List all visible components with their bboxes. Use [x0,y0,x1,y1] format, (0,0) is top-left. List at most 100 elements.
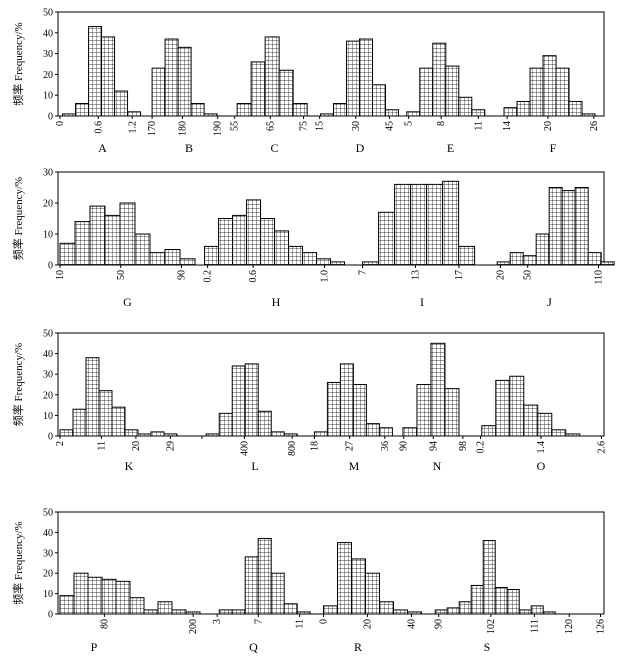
subchart-label: L [251,459,258,473]
histogram-bar [179,258,196,266]
x-tick-label: 15 [315,121,326,131]
histogram-bar [365,423,380,437]
histogram-bar [59,429,74,437]
y-tick-label: 10 [43,230,53,241]
axes-frame [57,11,605,117]
histogram-bar [157,601,173,615]
y-axis-label: 频率 Frequency/% [11,22,25,105]
histogram-bar [565,433,581,437]
x-tick-label: 11 [96,441,107,451]
histogram-bar [529,67,544,117]
histogram-bar [494,586,508,615]
histogram-bar [365,572,380,615]
subchart-D: 15 30 45 D [315,38,400,155]
subchart-I: 7 13 17 I [358,180,476,309]
histogram-bar [339,363,354,437]
y-tick-label: 0 [48,432,53,443]
subchart-O: 0.2 1.4 2.6 O [476,375,607,473]
y-tick-label: 20 [43,199,53,210]
x-tick-label: 111 [529,619,540,633]
histogram-bar [379,601,394,615]
subchart-F: 14 20 26 F [502,55,600,155]
histogram-bar [372,84,387,117]
x-tick-label: 180 [177,121,188,136]
subchart-label: D [356,141,365,155]
subchart-label: G [123,295,132,309]
histogram-bar [115,580,131,615]
subchart-B: 170 180 190 B [147,38,224,155]
subchart-L: 400 800 L [201,363,298,473]
histogram-bar [101,36,116,117]
x-tick-label: 20 [495,270,506,280]
x-tick-label: 0.2 [203,270,214,283]
x-tick-label: 10 [55,270,66,280]
histogram-bar [283,433,298,437]
histogram-bar [359,38,374,117]
histogram-bar [88,26,103,117]
x-tick-label: 90 [177,270,188,280]
histogram-bar [59,242,76,266]
histogram-bar [430,342,446,437]
x-tick-label: 14 [502,121,513,131]
x-tick-label: 26 [589,121,600,131]
histogram-bar [149,252,166,266]
histogram-bar [244,556,259,615]
subchart-M: 18 27 36 M [309,363,393,473]
x-tick-label: 36 [380,441,391,451]
x-tick-label: 1.2 [127,121,138,134]
y-tick-label: 0 [48,112,53,123]
histogram-bar [581,113,596,117]
histogram-bar [292,103,308,117]
x-tick-label: 1.0 [320,270,331,283]
histogram-bar [62,113,77,117]
histogram-bar [119,202,136,266]
subchart-label: M [349,459,360,473]
x-tick-label: 0 [319,619,330,624]
histogram-bar [442,180,460,266]
histogram-bar [283,603,298,615]
y-tick-label: 20 [43,390,53,401]
histogram-bar [164,38,179,117]
histogram-bar [85,357,100,437]
histogram-bar [296,611,311,615]
histogram-bar [495,379,511,437]
histogram-bar [555,67,570,117]
x-tick-label: 20 [363,619,374,629]
histogram-bar [151,67,166,117]
histogram-bar [445,65,460,117]
histogram-bar [134,233,151,266]
subchart-H: 0.2 0.6 1.0 H [203,199,346,309]
panel-row3: 0 10 20 30 40 50 频率 Frequency/% 2 11 20 29 K 400 800 L… [11,329,607,474]
x-tick-label: 45 [384,121,395,131]
histogram-bar [470,584,484,615]
histogram-bar [407,611,422,615]
subchart-N: 90 94 98 N [399,342,469,473]
x-tick-label: 110 [594,270,605,285]
subchart-label: K [125,459,134,473]
histogram-bar [185,611,201,615]
subchart-E: 5 8 11 E [404,42,486,155]
x-tick-label: 40 [407,619,418,629]
histogram-bar [394,183,412,266]
histogram-bar [535,233,550,266]
subchart-G: 10 50 90 G [55,202,196,309]
x-tick-label: 800 [287,441,298,456]
histogram-bar [129,597,145,615]
y-axis-label: 频率 Frequency/% [11,521,25,604]
subchart-label: H [272,295,281,309]
histogram-bar [509,375,525,437]
histogram-bar [203,113,218,117]
x-tick-label: 20 [543,121,554,131]
histogram-bar [330,261,346,266]
y-tick-label: 50 [43,8,53,19]
histogram-bar [204,245,220,266]
subchart-label: P [91,640,98,654]
histogram-bar [522,255,537,266]
histogram-bar [471,109,486,117]
histogram-bar [150,431,165,437]
histogram-bar [231,365,246,437]
histogram-bar [574,187,589,266]
x-tick-label: 30 [351,121,362,131]
x-tick-label: 80 [99,619,110,629]
y-tick-label: 10 [43,589,53,600]
